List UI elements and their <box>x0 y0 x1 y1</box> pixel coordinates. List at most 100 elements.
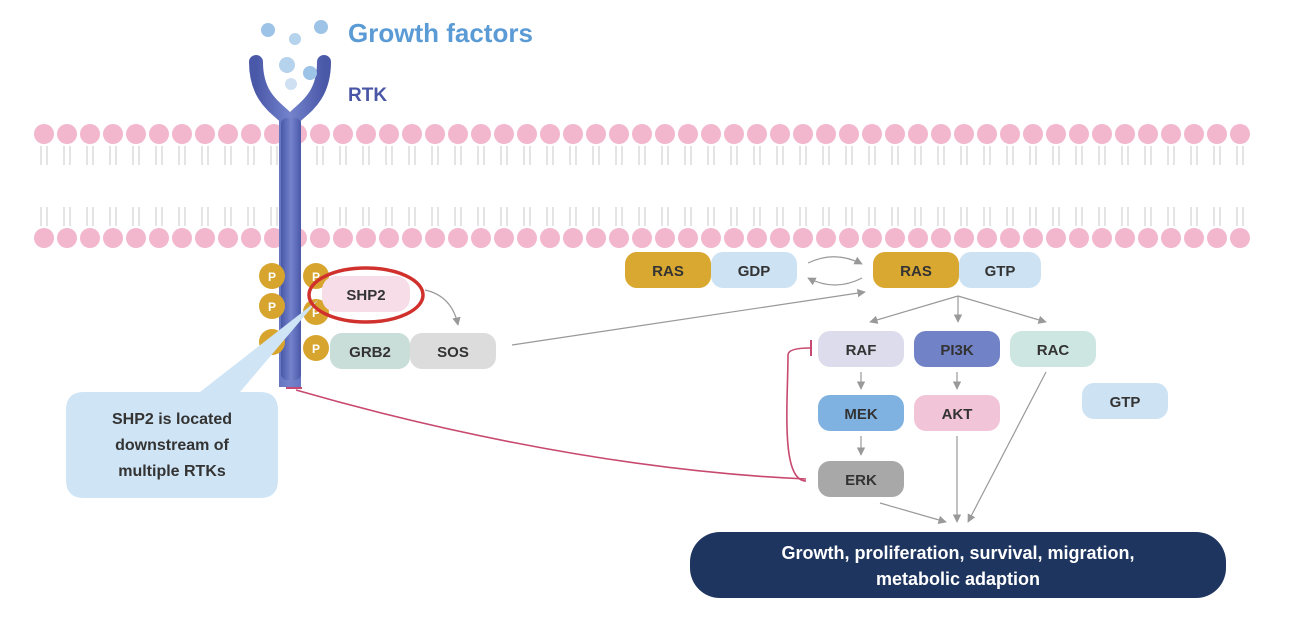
raf-label: RAF <box>846 342 877 359</box>
pi3k-protein: PI3K <box>914 331 1000 367</box>
lipid-head <box>816 228 836 248</box>
lipid-head <box>356 228 376 248</box>
lipid-head <box>425 228 445 248</box>
lipid-head <box>701 228 721 248</box>
lipid-head <box>126 228 146 248</box>
lipid-head <box>195 124 215 144</box>
lipid-head <box>1069 124 1089 144</box>
lipid-head <box>908 228 928 248</box>
ligand <box>285 78 297 90</box>
lipid-head <box>931 228 951 248</box>
lipid-head <box>494 124 514 144</box>
rtk-receptor <box>249 55 331 387</box>
lipid-head <box>218 228 238 248</box>
gtp-gdp-exchange-arrow <box>807 277 863 286</box>
lipid-head <box>356 124 376 144</box>
erk-protein: ERK <box>818 461 904 497</box>
ras-to-raf-arrow <box>869 295 959 324</box>
outcome-line-2: metabolic adaption <box>876 569 1040 589</box>
lipid-head <box>1115 228 1135 248</box>
ras-inactive-label: RAS <box>652 263 684 280</box>
lipid-head <box>724 124 744 144</box>
lipid-head <box>586 228 606 248</box>
ligand <box>289 33 301 45</box>
lipid-head <box>1161 124 1181 144</box>
lipid-head <box>885 124 905 144</box>
callout-line-2: downstream of <box>115 437 229 454</box>
lipid-head <box>402 228 422 248</box>
phospho-badge: P <box>303 299 329 325</box>
lipid-head <box>310 228 330 248</box>
lipid-head <box>57 228 77 248</box>
lipid-head <box>770 124 790 144</box>
lipid-head <box>103 124 123 144</box>
lipid-head <box>655 124 675 144</box>
grb2-label: GRB2 <box>349 344 391 361</box>
mek-protein: MEK <box>818 395 904 431</box>
phospho-badge: P <box>303 335 329 361</box>
lipid-head <box>609 124 629 144</box>
lipid-head <box>1207 228 1227 248</box>
lipid-head <box>471 228 491 248</box>
lipid-head <box>770 228 790 248</box>
lipid-head <box>517 228 537 248</box>
growth-factor-ligands <box>261 20 328 90</box>
lipid-head <box>103 228 123 248</box>
shp2-highlight-ring <box>307 266 425 324</box>
lipid-head <box>1023 228 1043 248</box>
lipid-head <box>862 124 882 144</box>
lipid-head <box>333 228 353 248</box>
shp2-protein: SHP2 <box>307 266 425 324</box>
rac-gtp-complex: GTP RAC <box>1010 331 1168 419</box>
lipid-head <box>218 124 238 144</box>
lipid-head <box>34 228 54 248</box>
lipid-head <box>333 124 353 144</box>
lipid-head <box>908 124 928 144</box>
lipid-head <box>632 124 652 144</box>
erk-negative-feedback <box>286 340 812 482</box>
raf-protein: RAF <box>818 331 904 367</box>
lipid-head <box>1046 124 1066 144</box>
shp2-to-sos-arrow <box>424 289 461 326</box>
lipid-head <box>80 124 100 144</box>
rtk-label: RTK <box>348 85 387 106</box>
callout-line-3: multiple RTKs <box>118 463 226 480</box>
gdp-label: GDP <box>738 263 771 280</box>
ligand <box>303 66 317 80</box>
growth-factors-title: Growth factors <box>348 18 533 48</box>
ras-active-label: RAS <box>900 263 932 280</box>
lipid-head <box>839 124 859 144</box>
lipid-head <box>609 228 629 248</box>
ras-to-rac-arrow <box>957 295 1047 324</box>
lipid-head <box>678 124 698 144</box>
sos-to-ras-arrow <box>511 288 866 346</box>
shp2-callout: SHP2 is located downstream of multiple R… <box>66 300 318 498</box>
erk-label: ERK <box>845 472 877 489</box>
lipid-head <box>494 228 514 248</box>
lipid-head <box>448 228 468 248</box>
lipid-head <box>1069 228 1089 248</box>
lipid-head <box>563 228 583 248</box>
lipid-head <box>816 124 836 144</box>
ligand <box>261 23 275 37</box>
rac-gtp-label: GTP <box>1110 394 1141 411</box>
lipid-head <box>448 124 468 144</box>
lipid-head <box>931 124 951 144</box>
lipid-head <box>632 228 652 248</box>
lipid-head <box>126 124 146 144</box>
lipid-head <box>379 124 399 144</box>
lipid-head <box>1184 124 1204 144</box>
lipid-head <box>172 228 192 248</box>
lipid-head <box>793 228 813 248</box>
lipid-head <box>1046 228 1066 248</box>
rac-to-outcome-arrow <box>967 371 1047 523</box>
lipid-head <box>839 228 859 248</box>
lipid-head <box>34 124 54 144</box>
lipid-head <box>80 228 100 248</box>
ras-gdp-complex: RAS GDP <box>625 252 797 288</box>
mek-label: MEK <box>844 406 878 423</box>
cellular-outcome-box: Growth, proliferation, survival, migrati… <box>690 532 1226 598</box>
lipid-head <box>678 228 698 248</box>
svg-text:P: P <box>312 306 320 320</box>
lipid-head <box>241 228 261 248</box>
